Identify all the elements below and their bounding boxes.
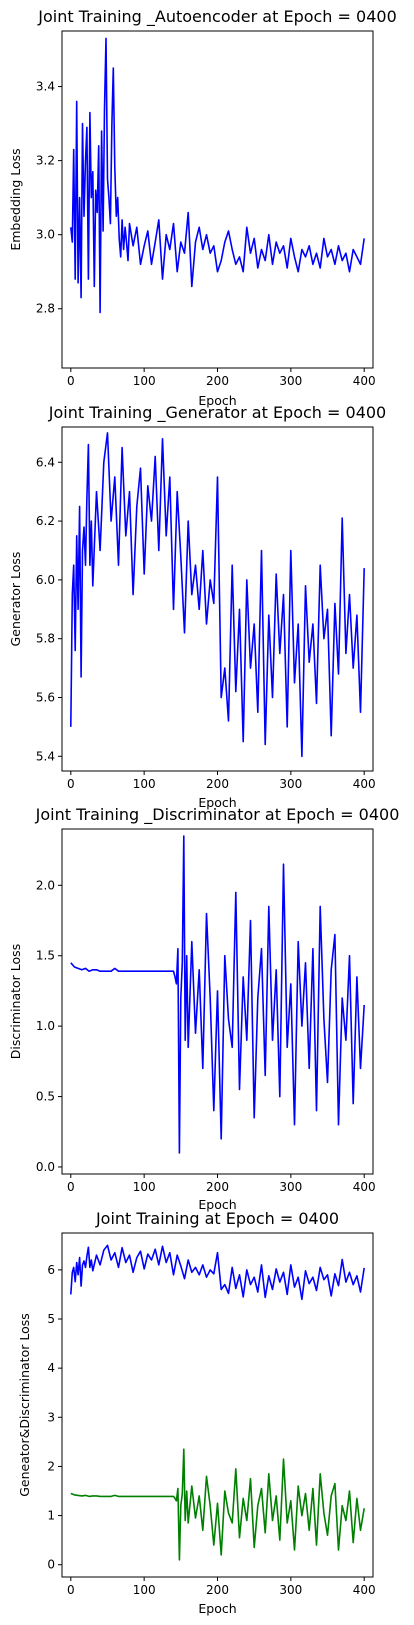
x-tick-label: 100 — [133, 374, 156, 388]
y-tick-label: 6.0 — [36, 573, 55, 587]
y-tick-label: 3 — [47, 1410, 55, 1424]
chart-title: Joint Training _Autoencoder at Epoch = 0… — [37, 7, 397, 27]
x-tick-label: 200 — [206, 777, 229, 791]
y-tick-label: 5.8 — [36, 632, 55, 646]
chart-panel-2: Joint Training _Generator at Epoch = 040… — [8, 403, 386, 810]
x-tick-label: 400 — [353, 1583, 376, 1597]
x-tick-label: 0 — [67, 777, 75, 791]
y-tick-label: 3.2 — [36, 154, 55, 168]
chart-panel-3: Joint Training _Discriminator at Epoch =… — [8, 805, 399, 1212]
y-tick-label: 5 — [47, 1312, 55, 1326]
y-tick-label: 5.6 — [36, 690, 55, 704]
y-tick-label: 0.0 — [36, 1160, 55, 1174]
y-tick-label: 0.5 — [36, 1090, 55, 1104]
y-axis-label: Geneator&Discriminator Loss — [17, 1313, 32, 1497]
y-tick-label: 6.2 — [36, 514, 55, 528]
x-tick-label: 200 — [206, 1180, 229, 1194]
x-tick-label: 200 — [206, 374, 229, 388]
chart-panel-1: Joint Training _Autoencoder at Epoch = 0… — [8, 7, 397, 408]
series-line-1 — [70, 1244, 365, 1301]
x-tick-label: 400 — [353, 777, 376, 791]
y-tick-label: 4 — [47, 1361, 55, 1375]
x-tick-label: 300 — [279, 777, 302, 791]
series-line-2 — [70, 1448, 365, 1561]
y-axis-label: Embedding Loss — [8, 148, 23, 250]
series-line-1 — [70, 835, 365, 1154]
x-tick-label: 100 — [133, 777, 156, 791]
y-tick-label: 1.5 — [36, 949, 55, 963]
chart-title: Joint Training _Generator at Epoch = 040… — [48, 403, 386, 423]
y-tick-label: 2 — [47, 1459, 55, 1473]
x-tick-label: 300 — [279, 1180, 302, 1194]
x-tick-label: 200 — [206, 1583, 229, 1597]
chart-title: Joint Training _Discriminator at Epoch =… — [35, 805, 400, 825]
y-tick-label: 3.0 — [36, 228, 55, 242]
y-tick-label: 0 — [47, 1558, 55, 1572]
x-axis-label: Epoch — [198, 795, 236, 810]
series-line-1 — [70, 37, 365, 314]
x-tick-label: 300 — [279, 1583, 302, 1597]
x-tick-label: 100 — [133, 1583, 156, 1597]
chart-panel-4: Joint Training at Epoch = 0400 0 100 200 300… — [17, 1209, 376, 1616]
x-tick-label: 400 — [353, 374, 376, 388]
y-tick-label: 1 — [47, 1509, 55, 1523]
y-tick-label: 3.4 — [36, 80, 55, 94]
y-axis-label: Discriminator Loss — [8, 944, 23, 1059]
x-tick-label: 300 — [279, 374, 302, 388]
x-axis-label: Epoch — [198, 393, 236, 408]
y-axis-label: Generator Loss — [8, 552, 23, 647]
y-tick-label: 1.0 — [36, 1019, 55, 1033]
series-line-1 — [70, 432, 365, 758]
x-tick-label: 400 — [353, 1180, 376, 1194]
x-axis-label: Epoch — [198, 1197, 236, 1212]
x-tick-label: 0 — [67, 1583, 75, 1597]
x-tick-label: 0 — [67, 1180, 75, 1194]
x-tick-label: 100 — [133, 1180, 156, 1194]
chart-title: Joint Training at Epoch = 0400 — [95, 1209, 339, 1228]
y-tick-label: 6 — [47, 1263, 55, 1277]
x-axis-label: Epoch — [198, 1601, 236, 1616]
y-tick-label: 2.8 — [36, 302, 55, 316]
y-tick-label: 6.4 — [36, 455, 55, 469]
y-tick-label: 2.0 — [36, 878, 55, 892]
x-tick-label: 0 — [67, 374, 75, 388]
y-tick-label: 5.4 — [36, 749, 55, 763]
